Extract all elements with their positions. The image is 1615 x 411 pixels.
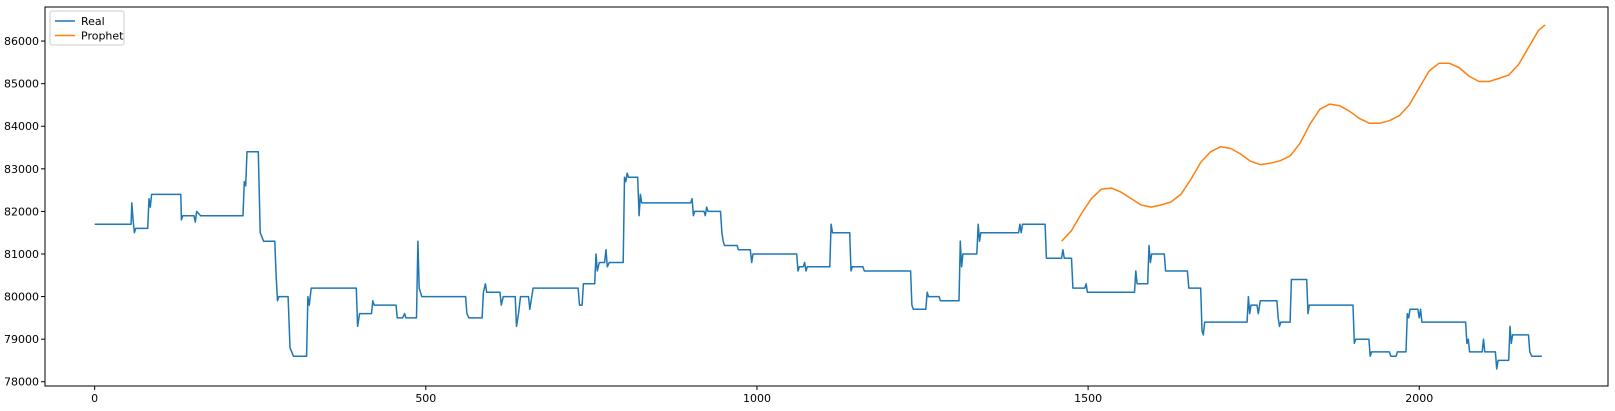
legend-label-real: Real (81, 15, 105, 28)
x-axis: 0 500 1000 1500 2000 (91, 386, 1433, 405)
series-line-real (94, 151, 1542, 370)
x-tick-label: 1000 (743, 392, 771, 405)
series-layer (94, 24, 1546, 370)
legend-box (49, 10, 125, 46)
plot-area-frame (44, 6, 1609, 387)
y-tick-label: 82000 (4, 205, 39, 218)
y-tick-label: 78000 (4, 376, 39, 389)
y-tick-label: 86000 (4, 35, 39, 48)
legend: Real Prophet (49, 10, 125, 46)
y-tick-label: 80000 (4, 291, 39, 304)
legend-label-prophet: Prophet (81, 30, 124, 43)
x-tick-label: 1500 (1074, 392, 1102, 405)
y-tick-label: 79000 (4, 333, 39, 346)
y-tick-label: 84000 (4, 120, 39, 133)
series-line-prophet (1061, 24, 1546, 242)
x-tick-label: 500 (415, 392, 436, 405)
y-tick-label: 83000 (4, 163, 39, 176)
x-tick-label: 0 (91, 392, 98, 405)
y-axis: 78000 79000 80000 81000 82000 83000 84000 85000… (4, 35, 45, 389)
y-tick-label: 81000 (4, 248, 39, 261)
y-tick-label: 85000 (4, 78, 39, 91)
x-tick-label: 2000 (1405, 392, 1433, 405)
